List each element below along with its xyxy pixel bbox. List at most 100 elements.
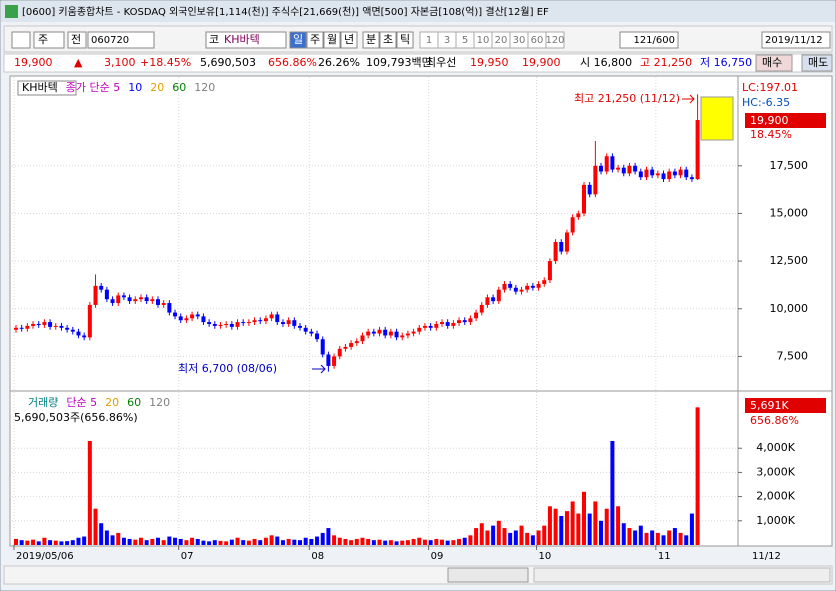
candle-body: [258, 320, 263, 322]
zoom-tools[interactable]: [533, 567, 831, 583]
volume-bar: [138, 537, 143, 545]
candle-body: [559, 242, 564, 252]
volume-bar: [280, 540, 285, 545]
candle-body: [451, 323, 456, 326]
scroll-buttons[interactable]: [447, 567, 529, 583]
candle-body: [394, 331, 399, 338]
y-tick-label: 3,000K: [756, 465, 795, 478]
candle-body: [576, 213, 581, 218]
volume-bar: [258, 540, 263, 545]
legend-box: [17, 80, 77, 96]
y-tick-label: 4,000K: [756, 441, 795, 454]
candle-body: [269, 314, 274, 319]
info-change: 3,100: [104, 56, 136, 69]
candle-body: [610, 156, 615, 170]
volume-bar: [610, 440, 615, 545]
volume-bar: [275, 536, 280, 545]
candle-body: [513, 287, 518, 292]
candle-body: [587, 184, 592, 195]
prev-label: 전: [71, 33, 81, 46]
menu-button[interactable]: [11, 31, 31, 49]
candle-body: [138, 297, 143, 300]
interval-label: 5: [462, 35, 468, 46]
candle-body: [343, 346, 348, 349]
volume-bar: [661, 535, 666, 545]
legend-item: 120: [194, 81, 215, 94]
code-input[interactable]: [87, 31, 155, 49]
interval-label: 30: [513, 35, 526, 46]
volume-bar: [695, 407, 700, 545]
candle-body: [371, 331, 376, 334]
high-arrow: [682, 94, 695, 104]
candle-body: [536, 283, 541, 288]
volume-bar: [633, 530, 638, 545]
candle-body: [633, 165, 638, 172]
volume-bar: [559, 515, 564, 545]
volume-bar: [87, 440, 92, 545]
interval-button[interactable]: [545, 31, 565, 49]
period-button[interactable]: [306, 31, 324, 49]
candle-body: [116, 295, 121, 304]
volume-bar: [332, 535, 337, 545]
volume-bar: [394, 541, 399, 545]
candle-body: [303, 327, 308, 332]
sell-button[interactable]: [801, 54, 833, 72]
candle-body: [434, 324, 439, 328]
volume-bar: [99, 523, 104, 545]
week-select[interactable]: [33, 31, 65, 49]
period-label: 월: [327, 33, 337, 46]
volume-bar: [42, 537, 47, 545]
period-button[interactable]: [289, 31, 307, 49]
candle-body: [400, 335, 405, 338]
date-input[interactable]: [761, 31, 831, 49]
window-buttons[interactable]: [680, 5, 830, 18]
y-tick-label: 7,500: [777, 349, 809, 362]
volume-bar: [156, 537, 160, 545]
candle-body: [229, 324, 234, 327]
candle-body: [638, 171, 643, 178]
candle-body: [599, 165, 604, 172]
candle-body: [417, 327, 422, 332]
buy-button[interactable]: [755, 54, 793, 72]
market-label: 코: [209, 33, 219, 46]
period-button[interactable]: [323, 31, 341, 49]
change-label: 18.45%: [750, 128, 792, 141]
candle-body: [502, 283, 507, 290]
candle-body: [93, 285, 98, 305]
volume-bar: [70, 540, 75, 545]
name-box[interactable]: [205, 31, 287, 49]
candle-body: [564, 232, 569, 252]
volume-bar: [343, 538, 348, 545]
volume-bar: [530, 535, 535, 545]
info-volume: 5,690,503: [200, 56, 256, 69]
stock-name: KH바텍: [224, 33, 260, 46]
volume-bar: [59, 541, 64, 545]
title-bar: [1, 1, 835, 22]
candle-body: [672, 171, 677, 176]
period-button[interactable]: [362, 31, 380, 49]
candle-body: [519, 289, 524, 292]
candle-body: [110, 299, 115, 304]
volume-bar: [474, 528, 479, 545]
hc-label: HC:-6.35: [742, 96, 790, 109]
candle-body: [263, 318, 268, 322]
volume-bar: [587, 513, 592, 545]
candle-body: [604, 156, 609, 172]
title-buttons[interactable]: [680, 5, 830, 18]
volume-bar: [371, 540, 376, 545]
volume-bar: [116, 532, 121, 545]
candle-body: [173, 312, 178, 317]
y-tick-label: 10,000: [770, 302, 809, 315]
legend-item: 단순 5: [66, 396, 97, 409]
period-button[interactable]: [379, 31, 397, 49]
count-input[interactable]: [619, 31, 679, 49]
candle-body: [201, 316, 206, 323]
prev-button[interactable]: [67, 31, 87, 49]
volume-bar: [150, 538, 155, 545]
period-button[interactable]: [340, 31, 358, 49]
volume-bar: [599, 520, 604, 545]
candle-body: [53, 325, 58, 327]
period-button[interactable]: [396, 31, 414, 49]
volume-bar: [184, 540, 189, 545]
